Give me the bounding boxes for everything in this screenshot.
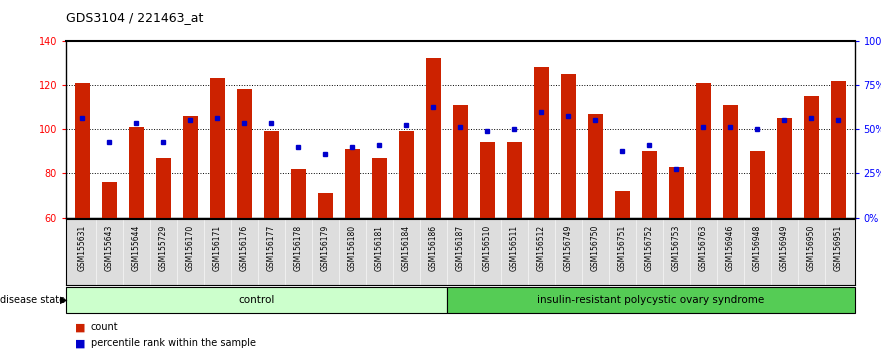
Text: GSM156951: GSM156951	[834, 225, 843, 271]
Bar	[669, 167, 684, 218]
Bar	[480, 143, 495, 218]
Text: GSM156948: GSM156948	[753, 225, 762, 271]
Text: GSM156171: GSM156171	[213, 225, 222, 271]
Bar	[237, 89, 252, 218]
Bar	[129, 127, 144, 218]
Text: GSM155631: GSM155631	[78, 225, 86, 271]
Bar	[534, 67, 549, 218]
Bar	[399, 131, 414, 218]
Bar	[264, 131, 278, 218]
Text: insulin-resistant polycystic ovary syndrome: insulin-resistant polycystic ovary syndr…	[537, 295, 765, 305]
Text: ■: ■	[75, 322, 85, 332]
Text: GSM156511: GSM156511	[510, 225, 519, 271]
Text: GSM156753: GSM156753	[672, 225, 681, 271]
Text: GSM156510: GSM156510	[483, 225, 492, 271]
Bar	[156, 158, 171, 218]
Bar	[507, 143, 522, 218]
Bar	[831, 80, 846, 218]
Text: GDS3104 / 221463_at: GDS3104 / 221463_at	[66, 11, 204, 24]
Bar	[102, 182, 116, 218]
Text: GSM156179: GSM156179	[321, 225, 329, 271]
Text: GSM156180: GSM156180	[348, 225, 357, 271]
Bar	[291, 169, 306, 218]
Text: GSM156949: GSM156949	[780, 225, 788, 271]
Text: disease state: disease state	[0, 295, 68, 305]
Bar	[66, 287, 447, 313]
Bar	[318, 193, 333, 218]
Text: GSM156950: GSM156950	[807, 225, 816, 271]
Text: GSM156763: GSM156763	[699, 225, 707, 271]
Text: count: count	[91, 322, 118, 332]
Bar	[561, 74, 576, 218]
Bar	[426, 58, 440, 218]
Text: GSM156184: GSM156184	[402, 225, 411, 271]
Bar	[588, 114, 603, 218]
Text: GSM156181: GSM156181	[374, 225, 384, 271]
Bar	[750, 152, 765, 218]
Text: GSM156176: GSM156176	[240, 225, 248, 271]
Bar	[344, 149, 359, 218]
Bar	[804, 96, 818, 218]
Text: GSM155644: GSM155644	[132, 225, 141, 271]
Bar	[615, 191, 630, 218]
Text: GSM156187: GSM156187	[455, 225, 465, 271]
Bar	[372, 158, 387, 218]
Text: ■: ■	[75, 338, 85, 348]
Text: GSM155643: GSM155643	[105, 225, 114, 271]
Bar	[183, 116, 197, 218]
Text: GSM156178: GSM156178	[293, 225, 303, 271]
Text: percentile rank within the sample: percentile rank within the sample	[91, 338, 255, 348]
Bar	[642, 152, 656, 218]
Text: GSM156752: GSM156752	[645, 225, 654, 271]
Bar	[447, 287, 855, 313]
Bar	[75, 83, 90, 218]
Text: GSM155729: GSM155729	[159, 225, 167, 271]
Text: GSM156512: GSM156512	[537, 225, 546, 271]
Text: GSM156749: GSM156749	[564, 225, 573, 271]
Bar	[723, 105, 737, 218]
Text: ▶: ▶	[60, 295, 68, 305]
Text: GSM156186: GSM156186	[429, 225, 438, 271]
Text: GSM156177: GSM156177	[267, 225, 276, 271]
Text: GSM156946: GSM156946	[726, 225, 735, 271]
Text: GSM156751: GSM156751	[618, 225, 627, 271]
Text: GSM156750: GSM156750	[591, 225, 600, 271]
Bar	[696, 83, 711, 218]
Text: GSM156170: GSM156170	[186, 225, 195, 271]
Text: control: control	[238, 295, 275, 305]
Bar	[210, 78, 225, 218]
Bar	[777, 118, 792, 218]
Bar	[453, 105, 468, 218]
